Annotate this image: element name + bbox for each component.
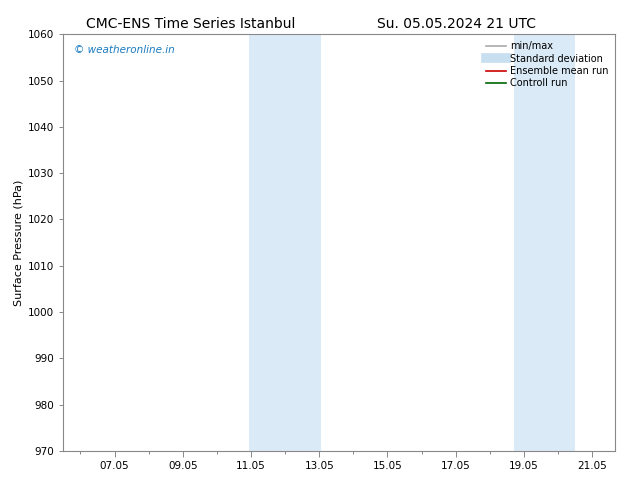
Text: © weatheronline.in: © weatheronline.in: [74, 45, 175, 55]
Legend: min/max, Standard deviation, Ensemble mean run, Controll run: min/max, Standard deviation, Ensemble me…: [484, 39, 610, 90]
Text: Su. 05.05.2024 21 UTC: Su. 05.05.2024 21 UTC: [377, 17, 536, 31]
Bar: [514, 34, 575, 451]
Text: CMC-ENS Time Series Istanbul: CMC-ENS Time Series Istanbul: [86, 17, 295, 31]
Bar: [249, 34, 321, 451]
Y-axis label: Surface Pressure (hPa): Surface Pressure (hPa): [14, 179, 24, 306]
